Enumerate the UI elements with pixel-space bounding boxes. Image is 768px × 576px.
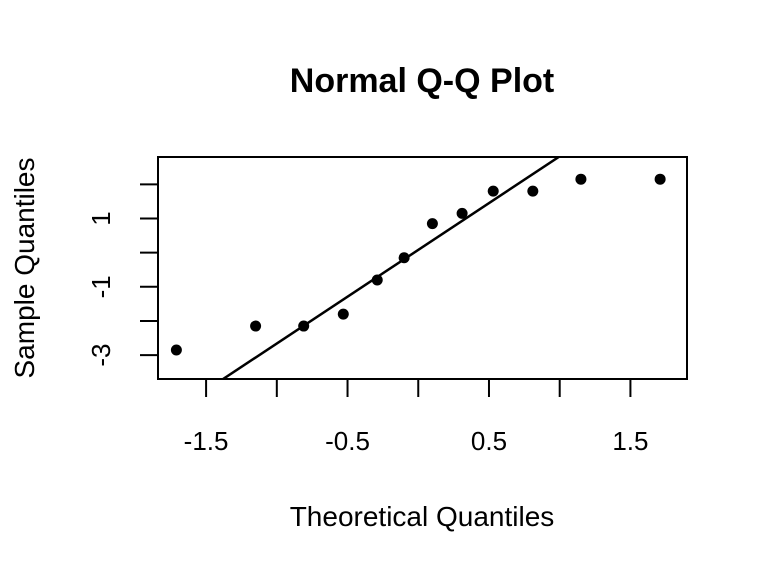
x-tick-label: -0.5 (325, 426, 370, 456)
data-point (398, 252, 410, 264)
data-point (456, 207, 468, 219)
y-tick-label: -3 (86, 344, 116, 367)
y-tick-label: -1 (86, 275, 116, 298)
x-tick-label: 1.5 (612, 426, 648, 456)
y-axis: -3 -1 1 (86, 183, 158, 367)
chart-title: Normal Q-Q Plot (290, 62, 554, 100)
x-tick-label: 0.5 (471, 426, 507, 456)
data-point (298, 320, 310, 332)
x-axis-title: Theoretical Quantiles (290, 501, 555, 532)
data-point (250, 320, 262, 332)
data-point (371, 274, 383, 286)
data-point (426, 218, 438, 230)
data-point (170, 344, 182, 356)
y-tick-label: 1 (86, 211, 116, 225)
qq-reference-line (220, 157, 561, 379)
x-tick-label: -1.5 (184, 426, 229, 456)
data-point (527, 185, 539, 197)
data-point (654, 173, 666, 185)
data-point (487, 185, 499, 197)
data-point (337, 308, 349, 320)
data-point (575, 173, 587, 185)
x-axis: -1.5 -0.5 0.5 1.5 (184, 379, 649, 456)
plot-frame (157, 156, 688, 380)
y-axis-title: Sample Quantiles (9, 157, 40, 378)
